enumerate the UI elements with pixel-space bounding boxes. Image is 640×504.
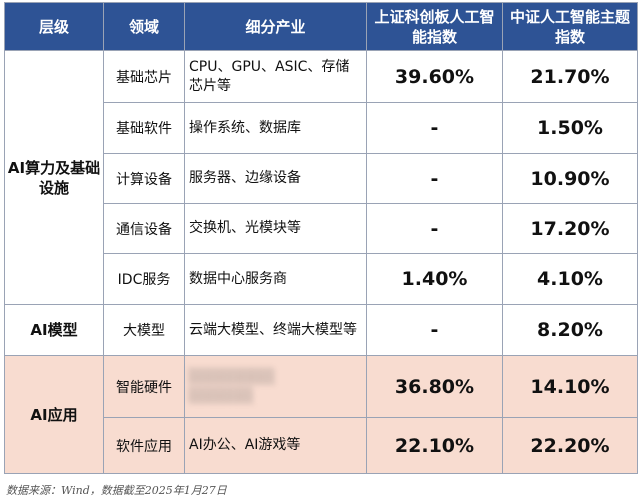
domain-cell: 基础芯片: [103, 50, 185, 103]
table-row: AI应用 智能硬件 ░░░░░░░░ ░░░░░░ 36.80% 14.10%: [4, 355, 638, 474]
header-index-csi-ai: 中证人工智能主题指数: [502, 2, 638, 51]
index2-value: 17.20%: [502, 203, 638, 254]
sub-industry-cell: AI办公、AI游戏等: [184, 417, 367, 474]
index2-value: 22.20%: [502, 417, 638, 474]
data-source-note: 数据来源：Wind，数据截至2025年1月27日: [6, 484, 227, 497]
group-ai-app: AI应用: [4, 355, 104, 474]
sub-industry-cell: 操作系统、数据库: [184, 102, 367, 154]
index2-value: 10.90%: [502, 153, 638, 204]
domain-cell: 通信设备: [103, 203, 185, 254]
table-row: 计算设备 服务器、边缘设备 - 10.90%: [5, 153, 638, 204]
index2-value: 8.20%: [502, 304, 638, 356]
header-index-star-ai: 上证科创板人工智能指数: [366, 2, 503, 51]
table-row: 基础软件 操作系统、数据库 - 1.50%: [5, 102, 638, 154]
table-row: AI算力及基础设施 基础芯片 CPU、GPU、ASIC、存储芯片等 39.60%…: [4, 50, 638, 305]
sub-industry-cell: CPU、GPU、ASIC、存储芯片等: [184, 50, 367, 103]
index2-value: 4.10%: [502, 253, 638, 305]
index2-value: 21.70%: [502, 50, 638, 103]
index1-value: 39.60%: [366, 50, 503, 103]
sub-industry-cell: 云端大模型、终端大模型等: [184, 304, 367, 356]
header-row: 层级 领域 细分产业 上证科创板人工智能指数 中证人工智能主题指数: [4, 2, 638, 51]
sub-industry-cell: 服务器、边缘设备: [184, 153, 367, 204]
index1-value: -: [366, 153, 503, 204]
redacted-text: ░░░░░░░░ ░░░░░░: [189, 368, 276, 404]
group-ai-infra: AI算力及基础设施: [4, 50, 104, 305]
domain-cell: 软件应用: [103, 417, 185, 474]
index1-value: -: [366, 203, 503, 254]
index1-value: 36.80%: [366, 355, 503, 418]
index1-value: 1.40%: [366, 253, 503, 305]
header-layer: 层级: [4, 2, 104, 51]
index1-value: -: [366, 102, 503, 154]
sub-industry-cell: 交换机、光模块等: [184, 203, 367, 254]
header-domain: 领域: [103, 2, 185, 51]
group-ai-model: AI模型: [4, 304, 104, 356]
sub-industry-cell-redacted: ░░░░░░░░ ░░░░░░: [184, 355, 367, 418]
header-sub-industry: 细分产业: [184, 2, 367, 51]
domain-cell: 计算设备: [103, 153, 185, 204]
domain-cell: 智能硬件: [103, 355, 185, 418]
table-row: 通信设备 交换机、光模块等 - 17.20%: [5, 203, 638, 254]
table-row: IDC服务 数据中心服务商 1.40% 4.10%: [5, 253, 638, 305]
table-row: 软件应用 AI办公、AI游戏等 22.10% 22.20%: [5, 417, 638, 474]
table-row: AI模型 大模型 云端大模型、终端大模型等 - 8.20%: [4, 304, 638, 356]
index2-value: 1.50%: [502, 102, 638, 154]
domain-cell: IDC服务: [103, 253, 185, 305]
domain-cell: 大模型: [103, 304, 185, 356]
index2-value: 14.10%: [502, 355, 638, 418]
sub-industry-cell: 数据中心服务商: [184, 253, 367, 305]
index1-value: 22.10%: [366, 417, 503, 474]
index1-value: -: [366, 304, 503, 356]
domain-cell: 基础软件: [103, 102, 185, 154]
index-comparison-table: 层级 领域 细分产业 上证科创板人工智能指数 中证人工智能主题指数 AI算力及基…: [4, 2, 638, 474]
